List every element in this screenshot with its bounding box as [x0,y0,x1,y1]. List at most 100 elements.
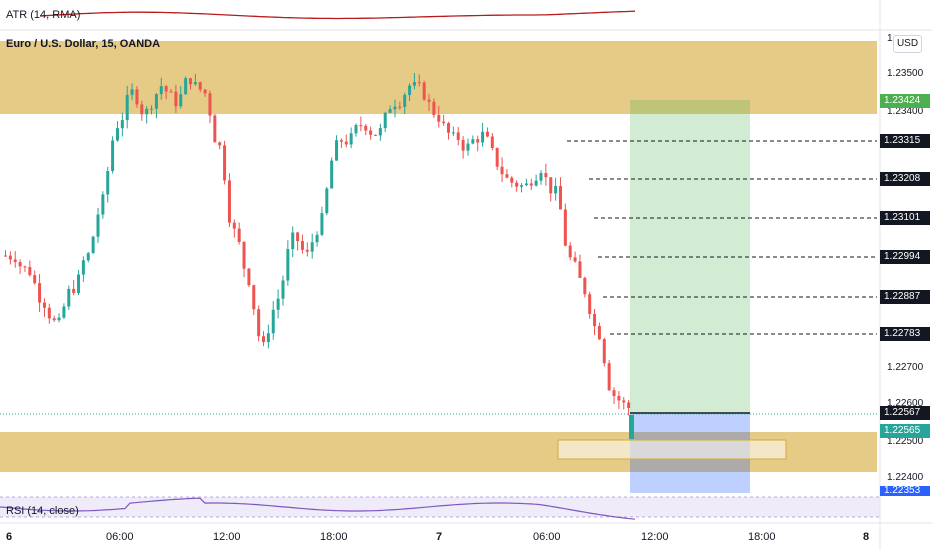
candle-body [612,390,616,397]
candle-body [481,131,485,143]
candle-body [154,94,158,109]
candle-body [354,125,358,134]
x-tick: 06:00 [533,531,561,543]
candle-body [432,101,436,115]
x-tick: 8 [863,531,870,543]
candle-body [466,143,470,151]
candle-body [13,259,17,263]
candle-body [471,139,475,144]
candle-body [198,82,202,90]
candle-body [106,171,110,195]
candle-body [359,125,363,127]
rsi-pane [0,497,880,517]
candle-body [529,183,533,186]
candle-body [150,108,154,110]
candle-body [369,130,373,135]
candle-body [456,132,460,140]
candle-body [490,136,494,148]
candle-body [437,114,441,122]
candle-body [364,125,368,131]
candle-body [223,145,227,181]
candle-body [8,255,12,260]
candle-body [315,234,319,243]
candle-body [145,108,149,115]
candle-body [52,318,56,321]
candle-body [286,249,290,281]
candle-body [227,180,231,223]
candle-body [330,160,334,189]
candle-body [164,86,168,92]
candle-body [549,177,553,194]
candle-body [451,132,455,134]
y-tick: 1.22400 [887,472,924,483]
y-tick: 1.22700 [887,362,924,373]
price-tag-target: 1.23424 [880,94,930,108]
atr-line [39,10,636,20]
candle-body [72,288,76,293]
y-tick: 1.23500 [887,68,924,79]
candle-body [578,261,582,278]
candle-body [242,241,246,269]
candle-body [344,141,348,145]
price-tag-level: 1.22994 [880,250,930,264]
candle-body [461,139,465,151]
candle-body [271,309,275,334]
candle-body [257,309,261,337]
candle-body [408,85,412,95]
candle-body [617,396,621,401]
candle-body [583,277,587,295]
price-tag-level: 1.22783 [880,327,930,341]
candle-body [515,182,519,187]
candle-body [325,188,329,214]
candle-body [213,115,217,143]
candle-body [544,172,548,178]
candle-body [203,89,207,94]
candle-body [77,274,81,293]
candle-body [81,260,85,275]
y-tick: 1.22600 [887,398,924,409]
candle-body [573,257,577,262]
candle-body [568,245,572,258]
candle-body [237,228,241,242]
current-candle [629,415,634,439]
atr-pane [0,0,880,30]
candle-body [193,82,197,85]
candle-body [310,242,314,252]
axis-top-label: 1 [887,33,893,44]
candle-body [101,194,105,215]
candle-body [373,134,377,136]
rsi-label[interactable]: RSI (14, close) [6,505,79,517]
candle-body [218,142,222,146]
candle-body [111,140,115,172]
candle-body [208,93,212,116]
candle-body [417,82,421,84]
price-tag-level: 1.22887 [880,290,930,304]
x-tick: 06:00 [106,531,134,543]
candle-body [539,172,543,181]
candle-body [393,106,397,110]
candle-body [252,285,256,310]
supply-zone[interactable] [0,41,877,114]
candle-body [588,294,592,314]
price-tag-level: 1.23101 [880,211,930,225]
price-tag-stop: 1.22353 [880,486,930,496]
candle-body [184,78,188,95]
x-tick: 18:00 [748,531,776,543]
target-levels [567,140,877,335]
candle-body [159,86,163,95]
candle-body [476,139,480,143]
x-tick: 12:00 [641,531,669,543]
candle-body [91,236,95,254]
currency-button[interactable]: USD [893,35,922,53]
candle-body [169,91,173,93]
y-tick: 1.22500 [887,436,924,447]
candle-body [115,128,119,141]
symbol-title[interactable]: Euro / U.S. Dollar, 15, OANDA [6,38,161,50]
atr-label[interactable]: ATR (14, RMA) [6,9,81,21]
highlight-box[interactable] [557,439,787,460]
candle-body [500,166,504,175]
candle-body [378,128,382,136]
candle-body [495,147,499,167]
